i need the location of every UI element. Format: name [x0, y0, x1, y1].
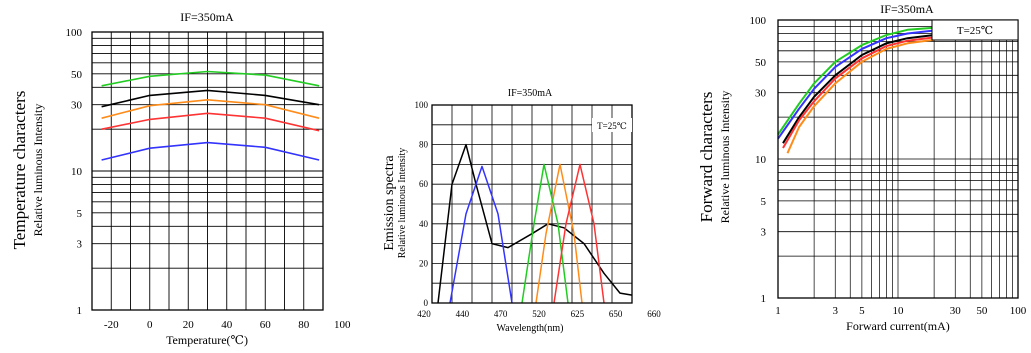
chart1-frame — [91, 31, 324, 311]
chart2-grid — [432, 105, 632, 303]
chart2-annotation: T=25℃ — [597, 121, 627, 131]
chart1-y-tick-label: 50 — [71, 69, 83, 81]
chart3-y-tick-label: 5 — [761, 196, 767, 208]
chart1-series — [101, 70, 320, 161]
chart1-x-ticks: -20 0 20 40 60 80 100 — [104, 319, 351, 331]
chart1-title: IF=350mA — [180, 10, 234, 24]
chart1-series-line-4 — [101, 141, 320, 161]
chart1-series-line-3 — [101, 112, 320, 132]
chart1-series-line-1 — [101, 89, 320, 108]
chart2-annotation-box — [592, 118, 632, 132]
chart1-xlabel: Temperature(℃) — [166, 333, 248, 347]
chart3-title: IF=350mA — [880, 2, 934, 16]
chart2-x-tick-label: 440 — [456, 309, 470, 319]
chart3-x-tick-label: 30 — [950, 305, 962, 317]
chart1-x-tick-label: 80 — [298, 319, 310, 331]
chart3-y-tick-label: 3 — [761, 227, 767, 239]
chart3-series — [777, 26, 935, 154]
chart1-x-tick-label: -20 — [104, 319, 119, 331]
chart2-ylabel-main: Emission spectra — [382, 155, 397, 251]
chart3-series-line-4 — [786, 38, 935, 154]
chart3-y-ticks: 1 3 5 10 30 50 100 — [750, 15, 767, 305]
chart3-series-line-3 — [782, 36, 935, 149]
chart3-ylabel-sub: Relative luminous Intensity — [718, 91, 732, 224]
chart1-ylabel-sub: Relative luminous Intensity — [31, 104, 45, 237]
chart2-series-line-2 — [535, 163, 583, 304]
chart2-x-tick-label: 470 — [494, 309, 508, 319]
chart3-grid — [778, 20, 1018, 298]
chart2-x-tick-label: 650 — [609, 309, 623, 319]
chart2-y-tick-label: 60 — [419, 179, 429, 189]
chart3-series-line-2 — [782, 34, 935, 144]
chart1-x-tick-label: 100 — [334, 319, 351, 331]
chart2-y-tick-label: 0 — [424, 298, 429, 308]
chart1-y-tick-label: 5 — [77, 208, 83, 220]
chart3-x-tick-label: 3 — [833, 305, 839, 317]
chart3-series-line-0 — [777, 26, 935, 136]
chart3-x-tick-label: 50 — [976, 305, 988, 317]
chart1-y-tick-label: 30 — [71, 100, 83, 112]
chart1-y-tick-label: 3 — [77, 239, 83, 251]
chart1-x-tick-label: 40 — [221, 319, 233, 331]
chart1-series-line-2 — [101, 98, 320, 119]
chart1-series-line-0 — [101, 70, 320, 87]
chart1-x-tick-label: 0 — [147, 319, 153, 331]
chart2-xlabel: Wavelength(nm) — [497, 323, 564, 334]
chart3-y-tick-label: 10 — [755, 154, 767, 166]
chart3-annotation: T=25℃ — [957, 25, 993, 37]
chart3-x-tick-label: 100 — [1010, 305, 1027, 317]
chart1-x-tick-label: 20 — [183, 319, 195, 331]
chart3-y-tick-label: 100 — [750, 15, 767, 27]
chart3-y-tick-label: 30 — [755, 88, 767, 100]
chart3-x-tick-label: 10 — [893, 305, 905, 317]
chart2-y-tick-label: 40 — [419, 219, 429, 229]
chart2-x-tick-label: 625 — [571, 309, 585, 319]
chart2-series-line-1 — [449, 165, 513, 304]
chart3-annotation-box — [931, 19, 1019, 41]
chart2-y-tick-label: 100 — [415, 100, 429, 110]
chart2-ylabel-sub: Relative luminous Intensity — [397, 148, 408, 259]
chart3-y-tick-label: 50 — [755, 57, 767, 69]
chart1-ylabel-main: Temperature characters — [10, 91, 29, 250]
chart1-x-tick-label: 60 — [260, 319, 272, 331]
chart2-y-tick-label: 20 — [419, 258, 429, 268]
chart2-y-ticks: 0 20 40 60 80 100 — [415, 100, 429, 308]
chart2-series-line-3 — [521, 163, 569, 304]
chart2-frame — [431, 104, 633, 304]
chart2-x-tick-label: 420 — [417, 309, 431, 319]
chart1-y-tick-label: 1 — [77, 305, 83, 317]
temperature-chart: IF=350mA Temperature characters Relative… — [10, 10, 351, 347]
chart3-x-tick-label: 5 — [859, 305, 865, 317]
chart1-y-tick-label: 100 — [66, 27, 83, 39]
chart3-ylabel-main: Forward characters — [697, 92, 716, 223]
chart1-y-ticks: 1 3 5 10 30 50 100 — [66, 27, 83, 317]
chart3-frame — [777, 19, 1019, 299]
chart3-x-ticks: 1 3 5 10 30 50 100 — [775, 305, 1027, 317]
chart3-y-tick-label: 1 — [761, 293, 767, 305]
chart1-y-tick-label: 10 — [71, 166, 83, 178]
chart3-xlabel: Forward current(mA) — [846, 319, 950, 333]
chart3-series-line-1 — [777, 29, 935, 140]
emission-chart: IF=350mA Emission spectra Relative lumin… — [382, 88, 661, 334]
forward-chart: IF=350mA Forward characters Relative lum… — [697, 2, 1027, 333]
chart2-title: IF=350mA — [508, 88, 553, 99]
chart3-x-tick-label: 1 — [775, 305, 781, 317]
chart2-series — [437, 143, 633, 304]
chart1-grid — [92, 32, 323, 311]
chart2-series-line-4 — [553, 163, 605, 304]
chart2-x-tick-label: 660 — [647, 309, 661, 319]
chart2-x-ticks: 420 440 470 520 625 650 660 — [417, 309, 661, 319]
chart2-y-tick-label: 80 — [419, 140, 429, 150]
chart2-x-tick-label: 520 — [532, 309, 546, 319]
